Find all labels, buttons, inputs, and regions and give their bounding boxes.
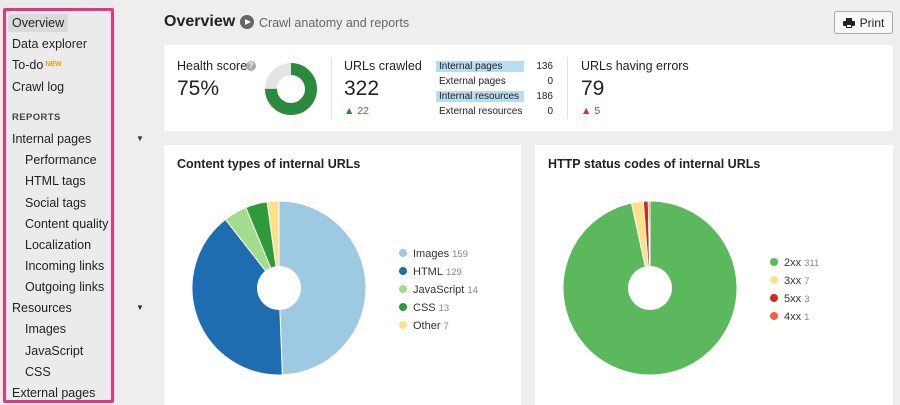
- breakdown-value: 0: [547, 106, 553, 117]
- new-badge: NEW: [45, 61, 62, 68]
- breakdown-row[interactable]: External pages: [439, 76, 506, 87]
- page-title: Overview: [164, 13, 236, 30]
- sidebar-item-to-do[interactable]: To-do NEW: [12, 57, 62, 73]
- legend-count: 13: [438, 303, 450, 314]
- legend-label: Images: [413, 248, 450, 260]
- legend-label: 3xx: [784, 275, 802, 287]
- legend-label: 2xx: [784, 257, 802, 269]
- sidebar-item-external-pages[interactable]: External pages: [12, 386, 96, 400]
- breakdown-value: 136: [536, 61, 553, 72]
- reports-section-label: REPORTS: [12, 112, 61, 123]
- urls-crawled-label: URLs crawled: [344, 59, 422, 73]
- breakdown-value: 186: [536, 91, 553, 102]
- breakdown-row[interactable]: Internal pages: [436, 61, 524, 72]
- pie-slice-html[interactable]: [191, 218, 283, 376]
- sidebar-item-css[interactable]: CSS: [25, 365, 51, 379]
- legend-count: 129: [445, 267, 462, 278]
- content-types-pie[interactable]: [184, 193, 374, 383]
- sidebar-item-crawl-log[interactable]: Crawl log: [12, 80, 65, 94]
- breakdown-row[interactable]: External resources: [439, 106, 523, 117]
- legend-count: 14: [467, 285, 478, 296]
- sidebar-item-data-explorer[interactable]: Data explorer: [12, 37, 88, 51]
- sidebar-item-content-quality[interactable]: Content quality: [25, 217, 109, 231]
- sidebar-item-social-tags[interactable]: Social tags: [25, 196, 87, 210]
- legend-swatch: [399, 267, 407, 275]
- help-icon[interactable]: ?: [246, 61, 256, 71]
- urls-errors-value[interactable]: 79: [581, 77, 605, 100]
- pie-center-hole: [257, 266, 301, 310]
- legend-count: 7: [443, 321, 449, 332]
- legend-swatch: [770, 312, 778, 320]
- legend-item-css[interactable]: CSS 13: [399, 302, 449, 315]
- chevron-down-icon[interactable]: ▼: [136, 134, 144, 143]
- urls-errors-label: URLs having errors: [581, 59, 689, 73]
- legend-item-images[interactable]: Images 159: [399, 248, 468, 261]
- sidebar-item-incoming-links[interactable]: Incoming links: [25, 259, 105, 273]
- legend-count: 7: [804, 276, 810, 287]
- legend-count: 1: [804, 312, 810, 323]
- triangle-up-icon: ▲: [581, 105, 592, 117]
- legend-item-3xx[interactable]: 3xx 7: [770, 275, 809, 288]
- legend-swatch: [770, 276, 778, 284]
- sidebar-item-javascript[interactable]: JavaScript: [25, 344, 84, 358]
- stats-panel: Health score ? 75% URLs crawled 322 ▲ 22…: [164, 45, 893, 131]
- legend-count: 159: [452, 249, 468, 260]
- breakdown-row[interactable]: Internal resources: [436, 91, 524, 102]
- legend-item-html[interactable]: HTML 129: [399, 266, 462, 279]
- legend-swatch: [399, 303, 407, 311]
- legend-count: 311: [804, 258, 820, 269]
- health-donut: [265, 63, 317, 115]
- health-score-label: Health score: [177, 59, 248, 73]
- legend-swatch: [399, 249, 407, 257]
- legend-swatch: [399, 321, 407, 329]
- legend-label: 5xx: [784, 293, 802, 305]
- divider: [331, 57, 332, 119]
- chevron-down-icon[interactable]: ▼: [136, 303, 144, 312]
- divider: [567, 57, 568, 119]
- legend-label: Other: [413, 320, 441, 332]
- content-types-panel: Content types of internal URLs Images 159…: [164, 145, 521, 405]
- legend-swatch: [770, 258, 778, 266]
- legend-label: CSS: [413, 302, 436, 314]
- printer-icon: [842, 17, 855, 28]
- legend-swatch: [399, 285, 407, 293]
- legend-item-2xx[interactable]: 2xx 311: [770, 257, 819, 270]
- sidebar-item-performance[interactable]: Performance: [25, 153, 97, 167]
- urls-crawled-value[interactable]: 322: [344, 77, 380, 100]
- play-icon[interactable]: [240, 15, 254, 29]
- legend-item-other[interactable]: Other 7: [399, 320, 449, 333]
- urls-crawled-delta: ▲ 22: [344, 105, 370, 117]
- legend-count: 3: [804, 294, 810, 305]
- sidebar-item-overview[interactable]: Overview: [8, 14, 69, 32]
- print-label: Print: [859, 15, 885, 30]
- breakdown-value: 0: [547, 76, 553, 87]
- urls-errors-delta: ▲ 5: [581, 105, 601, 117]
- chart-title: Content types of internal URLs: [177, 157, 361, 171]
- sidebar: Overview Data explorer To-do NEW Crawl lo…: [0, 0, 144, 405]
- sidebar-item-internal-pages[interactable]: Internal pages: [12, 132, 92, 146]
- sidebar-item-localization[interactable]: Localization: [25, 238, 92, 252]
- http-status-pie[interactable]: [555, 193, 745, 383]
- legend-item-4xx[interactable]: 4xx 1: [770, 311, 809, 324]
- pie-center-hole: [628, 266, 672, 310]
- donut-fill: [265, 63, 317, 115]
- triangle-up-icon: ▲: [344, 105, 355, 117]
- http-status-panel: HTTP status codes of internal URLs 2xx 31…: [535, 145, 893, 405]
- pie-slice-images[interactable]: [278, 200, 367, 376]
- legend-label: JavaScript: [413, 284, 465, 296]
- chart-title: HTTP status codes of internal URLs: [548, 157, 761, 171]
- print-button[interactable]: Print: [834, 11, 893, 34]
- legend-swatch: [770, 294, 778, 302]
- sidebar-item-images[interactable]: Images: [25, 322, 66, 336]
- legend-label: 4xx: [784, 311, 802, 323]
- health-score-value: 75%: [177, 77, 220, 100]
- legend-label: HTML: [413, 266, 443, 278]
- legend-item-5xx[interactable]: 5xx 3: [770, 293, 809, 306]
- sidebar-item-html-tags[interactable]: HTML tags: [25, 174, 86, 188]
- page-subtitle[interactable]: Crawl anatomy and reports: [259, 16, 410, 30]
- legend-item-javascript[interactable]: JavaScript 14: [399, 284, 478, 297]
- sidebar-item-label: To-do: [12, 58, 44, 72]
- sidebar-item-outgoing-links[interactable]: Outgoing links: [25, 280, 105, 294]
- sidebar-item-resources[interactable]: Resources: [12, 301, 72, 315]
